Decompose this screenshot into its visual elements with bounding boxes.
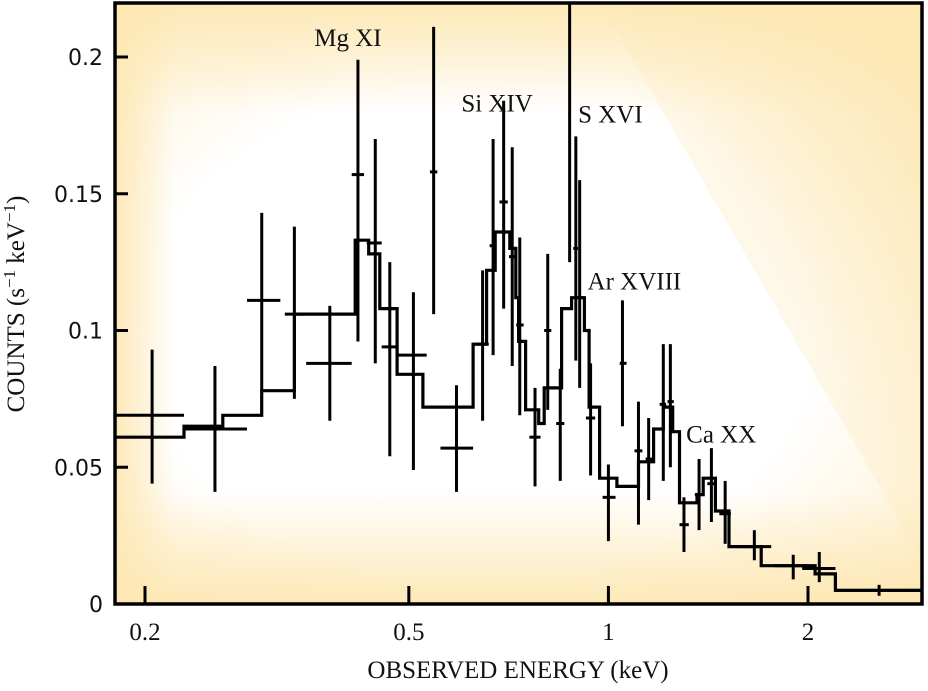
annotation-s-xvi: S XVI: [578, 102, 643, 129]
data-point-4: [306, 305, 352, 421]
data-point-19: [568, 3, 572, 263]
plot-background: [115, 3, 922, 604]
data-point-28: [667, 344, 674, 468]
data-point-10: [440, 385, 474, 492]
y-axis-title-unit: keV: [3, 222, 30, 270]
plot-frame: [113, 1, 924, 606]
y-axis-title-main: COUNTS (s: [3, 288, 30, 412]
data-point-18: [556, 368, 565, 481]
data-point-15: [516, 237, 524, 416]
y-tick-label-4: 0.2: [68, 46, 103, 71]
annotation-si-xiv: Si XIV: [461, 91, 533, 118]
data-point-23: [602, 464, 616, 542]
annotation-mg-xi: Mg XI: [314, 25, 381, 52]
y-axis: 0 0.05 0.1 0.15 0.2: [54, 46, 128, 618]
y-tick-label-2: 0.1: [68, 320, 103, 345]
data-point-7: [381, 262, 399, 457]
x-axis-title: OBSERVED ENERGY (keV): [367, 657, 668, 684]
data-point-14: [508, 147, 516, 367]
data-point-11: [475, 270, 489, 421]
data-point-24: [619, 300, 627, 427]
data-point-25: [634, 401, 643, 525]
data-point-3: [284, 226, 305, 399]
data-point-34: [774, 554, 808, 580]
y-axis-title-exp2: −1: [0, 204, 19, 222]
y-axis-title-exp1: −1: [0, 270, 19, 288]
annotation-ca-xx: Ca XX: [686, 422, 756, 449]
data-point-12: [489, 139, 497, 356]
data-point-27: [659, 344, 667, 481]
data-point-8: [398, 292, 427, 470]
data-point-13: [499, 100, 508, 309]
data-point-0: [115, 349, 184, 484]
data-point-30: [694, 459, 704, 531]
y-tick-label-0: 0: [89, 593, 103, 618]
data-point-35: [802, 552, 836, 583]
data-point-5: [351, 59, 365, 342]
x-tick-label-3: 2: [802, 619, 815, 646]
data-point-9: [429, 26, 438, 315]
x-tick-label-1: 0.5: [393, 619, 424, 646]
data-point-6: [366, 139, 382, 364]
y-tick-label-1: 0.05: [54, 456, 103, 481]
data-point-16: [529, 387, 541, 487]
data-point-36: [835, 584, 922, 596]
data-point-33: [736, 530, 772, 561]
y-axis-title: COUNTS (s−1 keV−1): [0, 196, 30, 413]
data-point-32: [719, 480, 731, 544]
line-annotations: Mg XI Si XIV S XVI Ar XVIII Ca XX: [314, 25, 756, 449]
data-point-21: [576, 180, 584, 388]
data-point-26: [645, 418, 653, 501]
data-point-2: [246, 212, 281, 391]
y-tick-label-3: 0.15: [54, 183, 103, 208]
data-point-22: [585, 363, 596, 476]
x-axis: 0.2 0.5 1 2: [129, 586, 814, 646]
data-point-1: [183, 366, 247, 492]
data-point-31: [707, 448, 716, 522]
data-point-29: [679, 497, 689, 553]
y-axis-title-close: ): [3, 196, 30, 204]
x-tick-label-0: 0.2: [129, 619, 160, 646]
annotation-ar-xviii: Ar XVIII: [588, 268, 682, 295]
data-point-20: [573, 136, 579, 361]
x-tick-label-2: 1: [602, 619, 615, 646]
data-points: [115, 3, 922, 596]
data-point-17: [544, 253, 552, 410]
